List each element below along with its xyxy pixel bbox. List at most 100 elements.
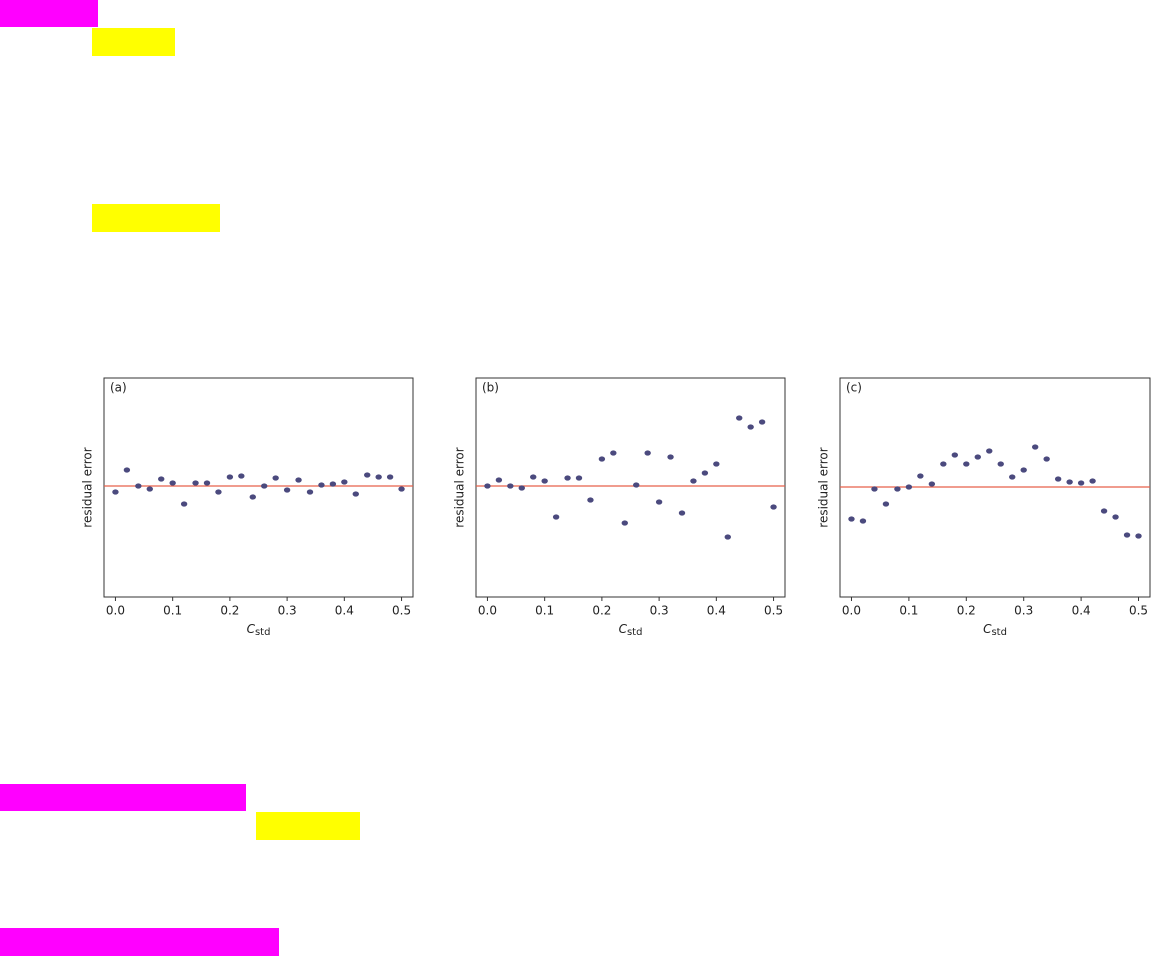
point [364, 472, 371, 478]
point [986, 448, 993, 454]
x-tick-label: 0.4 [1072, 604, 1091, 618]
point [974, 454, 981, 460]
x-tick-label: 0.5 [1129, 604, 1148, 618]
point [552, 514, 560, 520]
point [1135, 533, 1142, 539]
point [1100, 508, 1108, 514]
point [484, 483, 491, 489]
x-axis-label: Cstd [247, 622, 271, 639]
x-tick-label: 0.3 [650, 604, 669, 618]
y-axis-label: residual error [453, 447, 467, 527]
point [215, 489, 222, 495]
point [192, 480, 199, 486]
x-axis-label-main: C [983, 622, 992, 636]
plot-frame [475, 377, 786, 598]
x-tick-label: 0.4 [707, 604, 726, 618]
point [318, 482, 325, 488]
point [507, 483, 514, 489]
point [1077, 480, 1085, 486]
redaction [92, 28, 175, 56]
redaction [0, 0, 98, 27]
point [1089, 478, 1096, 484]
point [587, 497, 594, 503]
point [1031, 444, 1039, 450]
point [135, 483, 142, 489]
point [398, 486, 405, 492]
point [1112, 514, 1119, 520]
x-tick-label: 0.3 [278, 604, 297, 618]
x-tick-label: 0.1 [899, 604, 918, 618]
point [633, 482, 640, 488]
x-tick-label: 0.2 [592, 604, 611, 618]
point [306, 489, 314, 495]
x-tick-label: 0.5 [764, 604, 783, 618]
x-tick-label: 0.0 [478, 604, 497, 618]
point [295, 477, 302, 483]
point [530, 474, 537, 480]
panel-label: (c) [846, 381, 862, 395]
point [963, 461, 970, 467]
point [690, 478, 697, 484]
point [1066, 479, 1073, 485]
x-tick-label: 0.4 [335, 604, 354, 618]
redaction [256, 812, 360, 840]
point [564, 475, 571, 481]
point [598, 456, 606, 462]
point [180, 501, 188, 507]
point [203, 480, 211, 486]
point [541, 478, 548, 484]
point [238, 473, 245, 479]
point [655, 499, 663, 505]
point [747, 424, 754, 430]
x-axis-label-main: C [619, 622, 628, 636]
x-tick-label: 0.3 [1014, 604, 1033, 618]
point [894, 486, 901, 492]
point [169, 480, 176, 486]
point [495, 477, 503, 483]
x-axis-label-sub: std [991, 627, 1006, 638]
point [701, 470, 709, 476]
point [261, 483, 268, 489]
point [1009, 474, 1016, 480]
redaction [0, 784, 246, 811]
point [1054, 476, 1062, 482]
point [1043, 456, 1050, 462]
point [644, 450, 651, 456]
y-axis-label: residual error [81, 447, 95, 527]
point [123, 467, 131, 473]
point [678, 510, 686, 516]
point [905, 484, 913, 490]
x-tick-label: 0.2 [220, 604, 239, 618]
x-axis-label: Cstd [619, 622, 643, 639]
x-tick-label: 0.2 [957, 604, 976, 618]
x-axis-label: Cstd [983, 622, 1007, 639]
point [283, 487, 291, 493]
point [621, 520, 628, 526]
point [375, 474, 382, 480]
x-axis-label-sub: std [627, 627, 642, 638]
point [146, 486, 153, 492]
plot-frame [103, 377, 414, 598]
point [112, 489, 119, 495]
point [951, 452, 959, 458]
point [770, 504, 777, 510]
point [882, 501, 890, 507]
point [329, 481, 337, 487]
x-tick-label: 0.1 [163, 604, 182, 618]
point [518, 485, 525, 491]
x-axis-label-sub: std [255, 627, 270, 638]
point [917, 473, 924, 479]
y-axis-label: residual error [817, 447, 831, 527]
x-tick-label: 0.5 [392, 604, 411, 618]
redaction [92, 204, 220, 232]
point [848, 516, 855, 522]
point [226, 474, 234, 480]
point [386, 474, 394, 480]
point [667, 454, 674, 460]
point [859, 518, 867, 524]
x-tick-label: 0.1 [535, 604, 554, 618]
x-tick-label: 0.0 [106, 604, 125, 618]
point [724, 534, 731, 540]
